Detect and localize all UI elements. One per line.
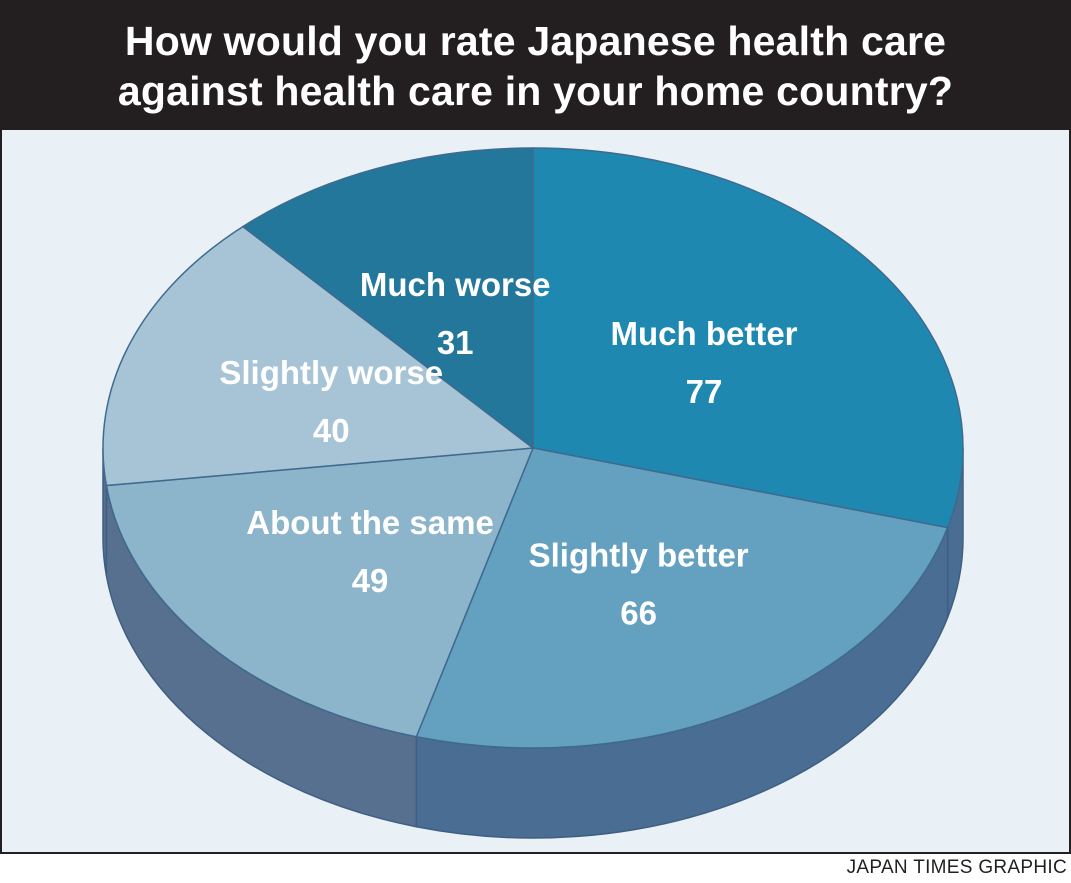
pie-slice-much-worse bbox=[241, 147, 534, 450]
title-banner: How would you rate Japanese health care … bbox=[2, 2, 1069, 130]
chart-title: How would you rate Japanese health care … bbox=[118, 16, 953, 116]
slice-value-much-better: 77 bbox=[686, 373, 723, 410]
slice-label-much-worse: Much worse bbox=[360, 266, 551, 303]
pie-slice-slightly-worse bbox=[102, 225, 535, 487]
chart-title-line-2: against health care in your home country… bbox=[117, 68, 954, 114]
chart-title-line-1: How would you rate Japanese health care bbox=[124, 18, 947, 64]
pie-top bbox=[102, 147, 964, 749]
slice-value-slightly-worse: 40 bbox=[313, 412, 350, 449]
pie-slice-slightly-better bbox=[415, 447, 949, 749]
slice-label-much-better: Much better bbox=[611, 315, 798, 352]
pie-slice-about-the-same bbox=[105, 447, 535, 738]
slice-label-slightly-better: Slightly better bbox=[529, 537, 749, 574]
slice-value-slightly-better: 66 bbox=[620, 595, 657, 632]
slice-value-much-worse: 31 bbox=[437, 324, 474, 361]
slice-label-about-the-same: About the same bbox=[246, 504, 494, 541]
slice-value-about-the-same: 49 bbox=[352, 562, 389, 599]
slice-label-slightly-worse: Slightly worse bbox=[219, 354, 443, 391]
pie-slice-much-better bbox=[532, 147, 964, 529]
pie-labels: Much better 77 Slightly better 66 About the … bbox=[219, 266, 797, 631]
credit-text: JAPAN TIMES GRAPHIC bbox=[846, 857, 1067, 878]
